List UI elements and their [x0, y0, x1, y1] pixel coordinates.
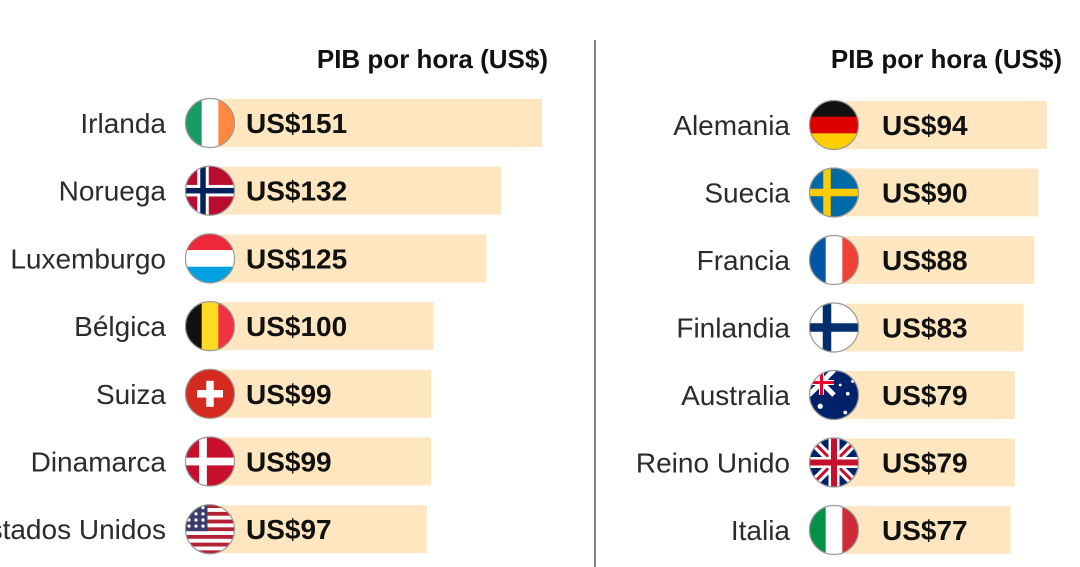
italy-flag-icon — [808, 504, 860, 556]
value-label: US$94 — [882, 110, 968, 141]
category-label: Francia — [697, 245, 791, 276]
switzerland-flag-icon — [184, 368, 236, 419]
category-label: Irlanda — [80, 108, 166, 139]
value-label: US$99 — [246, 379, 332, 410]
ireland-flag-icon — [184, 97, 236, 149]
bar-francia — [845, 236, 1035, 284]
value-label: US$97 — [246, 514, 332, 545]
value-label: US$88 — [882, 245, 968, 276]
germany-flag-icon — [808, 99, 860, 151]
category-label: Australia — [681, 380, 790, 411]
category-label: Estados Unidos — [0, 514, 166, 545]
category-label: Italia — [731, 515, 791, 546]
value-label: US$77 — [882, 515, 968, 546]
sweden-flag-icon — [808, 167, 860, 218]
category-label: Noruega — [59, 176, 167, 207]
value-label: US$151 — [246, 108, 347, 139]
category-label: Luxemburgo — [10, 243, 166, 274]
bar-suecia — [845, 168, 1039, 217]
value-label: US$90 — [882, 178, 968, 209]
bar-bélgica — [220, 302, 434, 351]
bar-irlanda — [220, 99, 542, 147]
category-label: Dinamarca — [31, 447, 167, 478]
france-flag-icon — [808, 234, 860, 286]
bar-noruega — [220, 166, 502, 215]
finland-flag-icon — [808, 302, 860, 353]
usa-flag-icon — [184, 504, 236, 555]
category-label: Reino Unido — [636, 448, 790, 479]
bar-reino-unido — [845, 438, 1015, 487]
norway-flag-icon — [184, 165, 236, 216]
bar-australia — [845, 371, 1015, 419]
category-label: Alemania — [673, 110, 790, 141]
value-label: US$79 — [882, 448, 968, 479]
chart-title-1: PIB por hora (US$) — [317, 44, 548, 74]
value-label: US$99 — [246, 447, 332, 478]
bar-alemania — [845, 101, 1047, 149]
luxembourg-flag-icon — [184, 233, 236, 284]
bar-finlandia — [845, 303, 1024, 352]
bar-suiza — [220, 369, 432, 418]
value-label: US$100 — [246, 311, 347, 342]
category-label: Suecia — [704, 178, 790, 209]
category-label: Finlandia — [676, 313, 790, 344]
australia-flag-icon — [808, 369, 860, 421]
belgium-flag-icon — [184, 301, 236, 352]
bar-luxemburgo — [220, 234, 487, 283]
value-label: US$132 — [246, 176, 347, 207]
bar-dinamarca — [220, 437, 432, 486]
category-label: Bélgica — [74, 311, 166, 342]
uk-flag-icon — [808, 437, 860, 488]
bar-italia — [845, 506, 1011, 554]
value-label: US$83 — [882, 313, 968, 344]
value-label: US$125 — [246, 243, 347, 274]
category-label: Suiza — [96, 379, 166, 410]
value-label: US$79 — [882, 380, 968, 411]
denmark-flag-icon — [184, 436, 236, 487]
chart-title-2: PIB por hora (US$) — [831, 44, 1062, 74]
bar-estados-unidos — [220, 505, 427, 554]
